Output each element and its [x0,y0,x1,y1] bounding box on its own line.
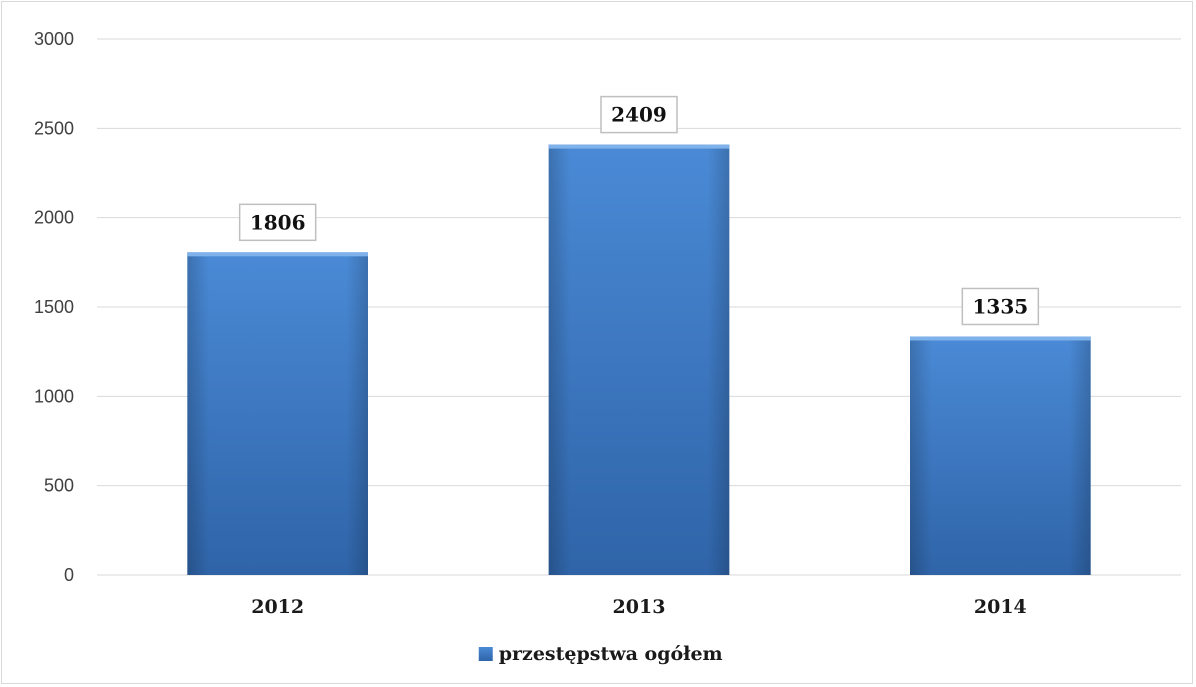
bar-shade [548,144,730,576]
data-label-box [238,203,317,242]
data-label-box [600,95,678,134]
y-tick-label: 500 [44,476,74,496]
y-tick-label: 1000 [34,386,74,406]
bar-shade [910,336,1091,575]
x-tick-label: 2012 [251,596,304,618]
legend-swatch [478,647,493,661]
data-label-box [961,287,1040,326]
y-tick-label: 2000 [34,208,74,228]
y-tick-label: 3000 [34,29,74,49]
y-axis-ticks: 0 500 1000 1500 2000 2500 3000 [34,29,74,585]
bars [187,144,1091,576]
y-tick-label: 1500 [34,297,74,317]
bar-top-highlight [548,144,730,149]
x-tick-label: 2013 [613,596,666,618]
x-tick-label: 2014 [974,596,1027,618]
data-label: 1806 [250,210,306,234]
x-axis-ticks: 2012 2013 2014 [251,596,1027,618]
bar-top-highlight [187,252,368,257]
data-labels: 1806 2409 1335 [238,95,1040,326]
y-tick-label: 0 [64,565,74,585]
bar-shade [187,252,368,575]
legend-label: przestępstwa ogółem [499,643,723,665]
data-label: 1335 [972,294,1028,318]
data-label: 2409 [611,103,667,127]
legend: przestępstwa ogółem [478,643,723,665]
bar-top-highlight [910,336,1091,341]
y-tick-label: 2500 [34,118,74,138]
